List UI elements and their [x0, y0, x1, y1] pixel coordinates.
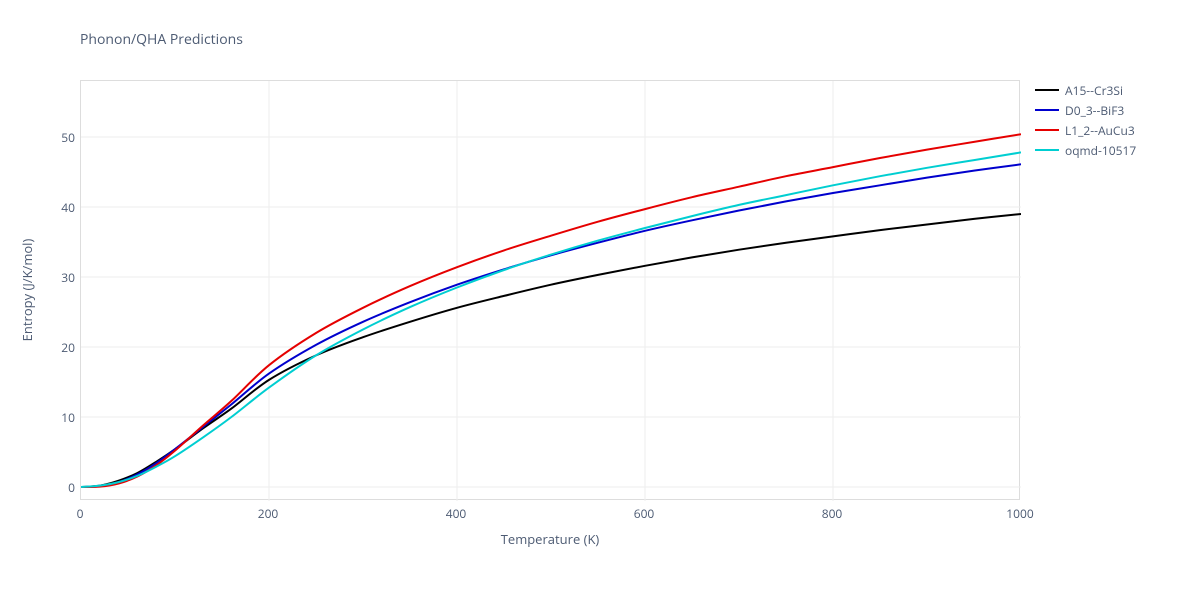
x-tick: 0	[60, 505, 100, 522]
legend-item[interactable]: D0_3--BiF3	[1035, 100, 1136, 120]
series-L1_2--AuCu3[interactable]	[81, 134, 1021, 487]
series-oqmd-10517[interactable]	[81, 152, 1021, 487]
legend-swatch	[1035, 89, 1059, 91]
x-axis-label: Temperature (K)	[80, 530, 1020, 548]
x-tick: 600	[624, 505, 664, 522]
y-tick: 10	[45, 409, 75, 426]
chart-title: Phonon/QHA Predictions	[80, 30, 243, 49]
x-tick: 400	[436, 505, 476, 522]
phonon-chart: Phonon/QHA Predictions Temperature (K) E…	[0, 0, 1200, 600]
x-tick: 1000	[1000, 505, 1040, 522]
legend-item[interactable]: oqmd-10517	[1035, 140, 1136, 160]
legend-label: L1_2--AuCu3	[1065, 122, 1135, 139]
y-tick: 40	[45, 199, 75, 216]
legend[interactable]: A15--Cr3Si D0_3--BiF3 L1_2--AuCu3 oqmd-1051…	[1035, 80, 1136, 160]
legend-label: D0_3--BiF3	[1065, 102, 1124, 119]
legend-item[interactable]: L1_2--AuCu3	[1035, 120, 1136, 140]
plot-area[interactable]	[80, 80, 1020, 500]
legend-swatch	[1035, 109, 1059, 111]
x-tick: 200	[248, 505, 288, 522]
series-D0_3--BiF3[interactable]	[81, 164, 1021, 487]
y-axis-label: Entropy (J/K/mol)	[18, 80, 38, 500]
y-tick: 20	[45, 339, 75, 356]
y-tick: 0	[45, 479, 75, 496]
x-tick: 800	[812, 505, 852, 522]
legend-label: A15--Cr3Si	[1065, 82, 1123, 99]
legend-swatch	[1035, 149, 1059, 151]
legend-item[interactable]: A15--Cr3Si	[1035, 80, 1136, 100]
plot-svg	[81, 81, 1021, 501]
legend-label: oqmd-10517	[1065, 142, 1136, 159]
y-tick: 30	[45, 269, 75, 286]
y-tick: 50	[45, 129, 75, 146]
legend-swatch	[1035, 129, 1059, 131]
